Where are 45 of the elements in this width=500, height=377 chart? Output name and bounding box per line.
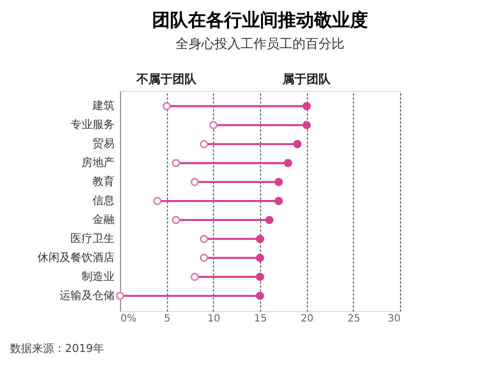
point	[265, 216, 274, 224]
point	[162, 102, 171, 110]
x-tick-label: 25	[347, 314, 360, 324]
x-tick-label: 20	[300, 314, 314, 324]
point	[200, 254, 208, 262]
point	[256, 234, 264, 244]
point	[256, 292, 264, 300]
series-label: 不属于团队	[136, 72, 198, 86]
y-tick-label: 房地产	[82, 156, 114, 170]
x-tick-label: 5	[164, 314, 170, 324]
y-tick-label: 金融	[92, 212, 114, 226]
x-tick-label: 15	[254, 314, 267, 324]
y-tick-label: 贸易	[92, 137, 114, 150]
point	[256, 254, 264, 262]
y-tick-label: 运输及仓储	[60, 288, 114, 302]
y-tick-label: 建筑	[92, 99, 114, 112]
point	[302, 121, 311, 130]
point	[302, 102, 311, 110]
point	[172, 158, 180, 168]
x-tick-label: 30	[388, 314, 400, 324]
y-tick-label: 休闲及餐饮酒店	[38, 250, 114, 264]
point	[200, 234, 208, 244]
y-tick-label: 医疗卫生	[70, 232, 114, 245]
y-tick-label: 制造业	[82, 270, 114, 283]
point	[172, 216, 180, 224]
source-note: 数据来源：2019年	[10, 342, 104, 355]
y-tick-label: 信息	[92, 194, 114, 207]
chart-title: 团队在各行业间推动敬业度	[152, 10, 368, 31]
y-tick-label: 专业服务	[70, 118, 114, 132]
series-label: 属于团队	[282, 72, 332, 86]
point	[256, 272, 264, 281]
x-tick-label: 0%	[120, 314, 136, 324]
point	[274, 178, 283, 186]
point	[190, 272, 199, 281]
point	[284, 158, 292, 168]
point	[200, 140, 208, 148]
point	[116, 292, 124, 300]
y-tick-label: 教育	[92, 175, 114, 188]
point	[274, 196, 283, 206]
point	[153, 196, 162, 206]
point	[293, 140, 302, 148]
x-tick-label: 10	[207, 314, 220, 324]
point	[190, 178, 199, 186]
chart-subtitle: 全身心投入工作员工的百分比	[176, 36, 344, 52]
point	[209, 121, 218, 130]
